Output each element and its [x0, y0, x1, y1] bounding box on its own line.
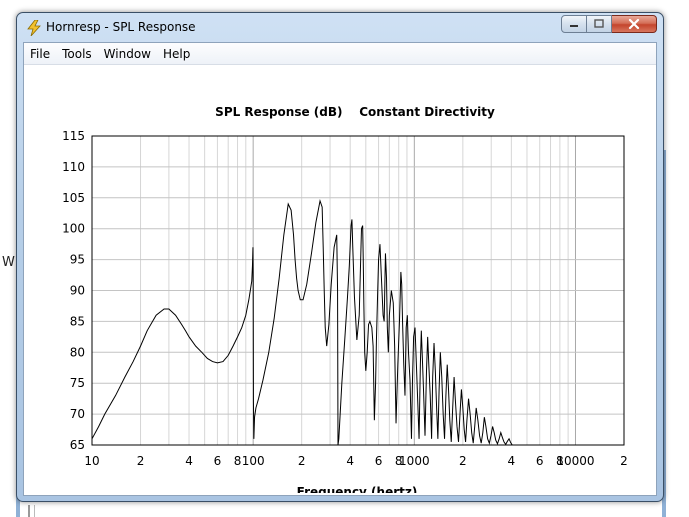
window-controls: [561, 15, 657, 34]
close-icon: [628, 18, 640, 30]
x-tick-label: 2: [137, 454, 145, 468]
plot-border: [91, 135, 625, 446]
maximize-icon: [594, 19, 604, 28]
title-bar[interactable]: Hornresp - SPL Response: [17, 13, 663, 43]
chart-title: SPL Response (dB) Constant Directivity: [215, 105, 495, 119]
x-tick-label: 4: [508, 454, 516, 468]
y-tick-label: 75: [70, 376, 85, 390]
x-tick-label: 2: [620, 454, 628, 468]
menu-file[interactable]: File: [30, 46, 51, 61]
spl-chart: SPL Response (dB) Constant Directivity 6…: [62, 105, 628, 493]
minimize-icon: [570, 25, 578, 27]
menu-window[interactable]: Window: [103, 46, 151, 61]
background-divider: [28, 505, 30, 517]
y-tick-label: 85: [70, 314, 85, 328]
x-axis-label: Frequency (hertz): [297, 485, 418, 493]
background-window-edge-right: [662, 150, 666, 517]
x-tick-label: 10000: [556, 454, 594, 468]
x-tick-label: 1000: [399, 454, 430, 468]
x-tick-label: 6: [214, 454, 222, 468]
x-tick-label: 8: [395, 454, 403, 468]
x-tick-label: 6: [536, 454, 544, 468]
background-text-fragment: W: [2, 255, 15, 270]
x-tick-label: 6: [375, 454, 383, 468]
y-tick-label: 115: [62, 129, 85, 143]
menu-help[interactable]: Help: [162, 46, 191, 61]
x-tick-label: 8: [556, 454, 564, 468]
y-tick-label: 70: [70, 407, 85, 421]
y-tick-label: 105: [62, 191, 85, 205]
y-tick-label: 95: [70, 253, 85, 267]
client-area: File Tools Window Help SPL Response (dB)…: [23, 42, 657, 496]
y-tick-label: 80: [70, 345, 85, 359]
x-tick-label: 2: [459, 454, 467, 468]
spl-curve: [91, 198, 624, 446]
y-tick-label: 65: [70, 438, 85, 452]
y-axis-ticks: 65 70 75 80 85 90 95 100 105 110 115: [62, 129, 85, 452]
x-tick-label: 4: [346, 454, 354, 468]
background-divider-2: [34, 505, 35, 517]
window-title: Hornresp - SPL Response: [46, 20, 196, 34]
x-tick-label: 2: [298, 454, 306, 468]
menu-tools[interactable]: Tools: [62, 46, 92, 61]
x-tick-label: 8: [234, 454, 242, 468]
x-tick-label: 100: [242, 454, 265, 468]
x-tick-label: 4: [185, 454, 193, 468]
app-window: Hornresp - SPL Response File Tools Windo…: [16, 12, 664, 502]
x-tick-label: 10: [84, 454, 99, 468]
minimize-button[interactable]: [561, 15, 587, 33]
y-tick-label: 110: [62, 160, 85, 174]
lightning-icon[interactable]: [26, 20, 42, 36]
y-tick-label: 90: [70, 284, 85, 298]
y-tick-label: 100: [62, 222, 85, 236]
menu-bar: File Tools Window Help: [24, 43, 656, 65]
maximize-button[interactable]: [587, 15, 612, 33]
close-button[interactable]: [612, 15, 657, 33]
